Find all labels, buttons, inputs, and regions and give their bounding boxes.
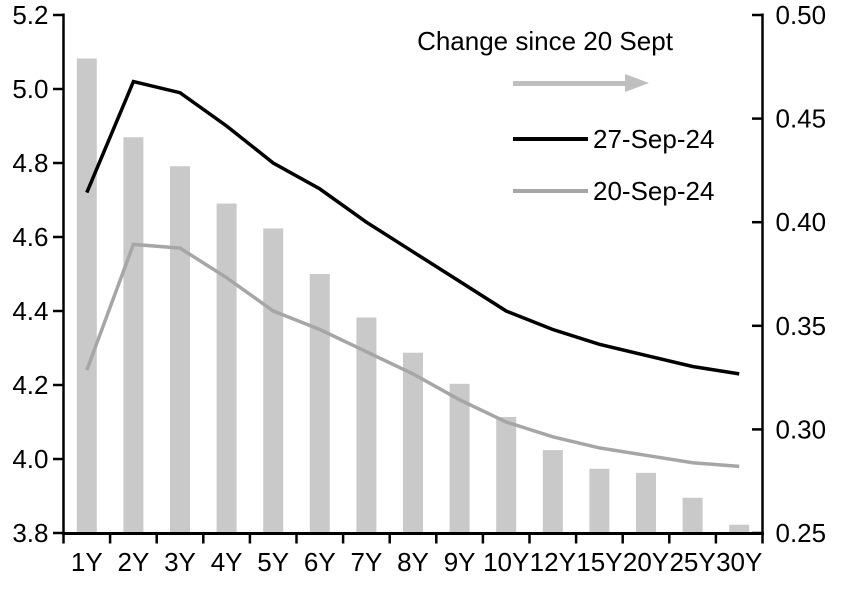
right-axis-label: 0.25 [776, 518, 827, 548]
bar-2Y [123, 137, 144, 534]
arrow-shaft [513, 81, 627, 86]
left-axis-label: 5.0 [12, 74, 48, 104]
legend-line-sample-black [513, 137, 588, 141]
x-axis-label-4Y: 4Y [211, 547, 243, 577]
change-arrow-icon [513, 74, 649, 92]
right-axis-label: 0.30 [776, 414, 827, 444]
bar-9Y [449, 383, 470, 533]
right-axis-label: 0.50 [776, 0, 827, 30]
bar-20Y [636, 472, 656, 533]
legend-line-sample-gray [513, 189, 588, 193]
x-axis-label-9Y: 9Y [444, 547, 476, 577]
legend-label-20-sep-24: 20-Sep-24 [593, 176, 715, 206]
left-axis-label: 4.8 [12, 148, 48, 178]
left-axis-label: 4.4 [12, 296, 48, 326]
left-axis-label: 3.8 [12, 518, 48, 548]
x-axis-label-10Y: 10Y [483, 547, 529, 577]
x-axis-label-6Y: 6Y [304, 547, 336, 577]
bar-8Y [403, 352, 423, 533]
right-axis-label: 0.35 [776, 311, 827, 341]
bar-7Y [356, 317, 377, 533]
line-27-sep-24 [85, 79, 740, 376]
bar-12Y [542, 450, 563, 533]
x-axis-label-25Y: 25Y [669, 547, 715, 577]
x-axis-label-3Y: 3Y [164, 547, 196, 577]
bar-6Y [309, 274, 330, 533]
arrow-head [625, 74, 649, 92]
x-axis-label-30Y: 30Y [716, 547, 762, 577]
bar-25Y [682, 497, 703, 533]
x-axis-label-12Y: 12Y [530, 547, 576, 577]
x-axis-label-2Y: 2Y [117, 547, 149, 577]
bar-3Y [170, 166, 190, 534]
bar-4Y [216, 203, 237, 533]
x-axis-label-5Y: 5Y [257, 547, 289, 577]
bar-30Y [729, 524, 750, 533]
right-axis-label: 0.40 [776, 207, 827, 237]
legend-title-change-since-20-sept: Change since 20 Sept [417, 26, 673, 56]
x-axis-label-1Y: 1Y [71, 547, 103, 577]
x-axis-label-20Y: 20Y [623, 547, 669, 577]
left-axis-label: 4.0 [12, 444, 48, 474]
left-axis-label: 4.6 [12, 222, 48, 252]
line-20-sep-24 [85, 242, 740, 469]
bar-15Y [589, 468, 610, 533]
legend-label-27-sep-24: 27-Sep-24 [593, 124, 715, 154]
right-axis-label: 0.45 [776, 104, 827, 134]
bar-10Y [496, 416, 517, 533]
x-axis-label-7Y: 7Y [350, 547, 382, 577]
left-axis-label: 4.2 [12, 370, 48, 400]
x-axis-label-8Y: 8Y [397, 547, 429, 577]
bar-1Y [76, 58, 97, 534]
left-axis-label: 5.2 [12, 0, 48, 30]
x-axis-label-15Y: 15Y [576, 547, 622, 577]
bar-5Y [263, 228, 284, 533]
